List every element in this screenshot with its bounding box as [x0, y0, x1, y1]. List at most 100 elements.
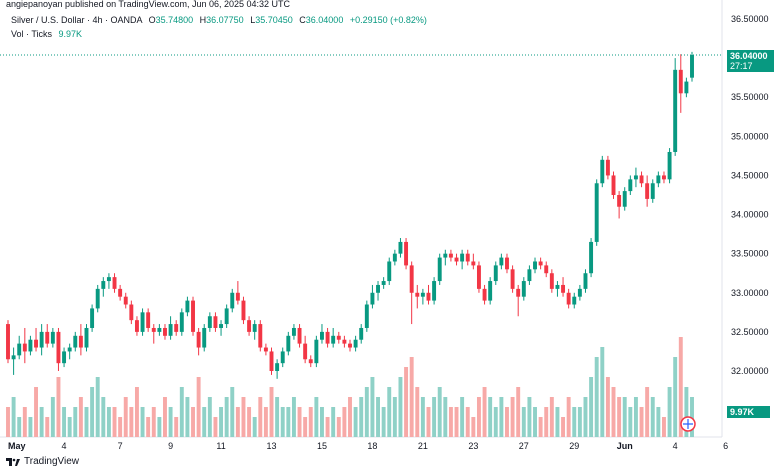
candle-body — [521, 281, 526, 297]
volume-bar — [191, 407, 195, 437]
volume-bar — [426, 407, 431, 437]
candle-body — [370, 292, 375, 305]
candle-body — [409, 265, 414, 293]
candle-body — [62, 351, 67, 364]
volume-label[interactable]: Vol · Ticks — [11, 29, 53, 39]
volume-bar — [163, 397, 167, 437]
candle-body — [662, 175, 666, 180]
volume-bar — [482, 387, 487, 437]
candle-body — [499, 257, 504, 266]
candle-body — [314, 339, 319, 364]
candle-body — [106, 277, 111, 282]
candle-body — [73, 335, 78, 348]
low-label: L — [250, 15, 256, 25]
volume-bar — [577, 407, 582, 437]
price-tick-label: 32.50000 — [731, 327, 769, 337]
candle-body — [381, 281, 386, 285]
candle-body — [656, 175, 661, 184]
volume-bar — [269, 387, 274, 437]
time-tick-label: 18 — [367, 441, 377, 451]
volume-bar — [572, 407, 577, 437]
volume-bar — [106, 407, 111, 437]
last-price-badge: 36.04000 27:17 — [727, 50, 774, 72]
candle-body — [320, 331, 324, 340]
candle-body — [572, 296, 577, 305]
volume-bar — [645, 387, 650, 437]
volume-bar — [505, 407, 509, 437]
candle-body — [454, 257, 459, 262]
volume-bar — [179, 387, 184, 437]
volume-bar — [364, 387, 369, 437]
volume-bar — [476, 397, 481, 437]
volume-bar — [392, 397, 397, 437]
volume-bar — [415, 387, 420, 437]
high-label: H — [199, 15, 207, 25]
volume-bar — [50, 397, 55, 437]
price-tick-label: 34.00000 — [731, 210, 769, 220]
time-tick-label: 9 — [168, 441, 173, 451]
publisher-line: angiepanoyan published on TradingView.co… — [6, 0, 291, 9]
volume-bar — [342, 407, 347, 437]
time-tick-label: 21 — [418, 441, 428, 451]
volume-bar — [656, 407, 661, 437]
candle-body — [157, 327, 162, 332]
candle-body — [527, 269, 532, 282]
candle-body — [460, 253, 465, 262]
high-value: 36.07750 — [206, 15, 244, 25]
volume-bar — [678, 337, 683, 437]
volume-bar — [409, 357, 414, 437]
candle-body — [420, 292, 425, 297]
candle-body — [17, 343, 22, 356]
symbol-name[interactable]: Silver / U.S. Dollar · 4h · OANDA — [11, 15, 143, 25]
volume-bar — [533, 407, 537, 437]
time-tick-label: May — [8, 441, 26, 451]
volume-bar — [398, 377, 403, 437]
volume-bar — [662, 417, 666, 437]
candle-body — [690, 54, 694, 78]
volume-bar — [633, 397, 638, 437]
candle-body — [78, 335, 83, 348]
candle-body — [398, 241, 403, 254]
volume-bar — [207, 397, 212, 437]
candle-body — [331, 335, 336, 344]
volume-bar — [690, 397, 694, 437]
volume-bar — [336, 417, 341, 437]
candle-body — [342, 339, 347, 344]
candle-body — [538, 261, 543, 266]
volume-bar — [258, 397, 263, 437]
dividend-marker-icon[interactable] — [680, 416, 696, 432]
volume-bar — [320, 407, 324, 437]
candle-body — [628, 179, 633, 192]
candle-body — [617, 195, 622, 207]
volume-bar — [22, 407, 27, 437]
candle-body — [667, 151, 672, 180]
volume-bar — [112, 407, 117, 437]
volume-bar — [230, 387, 235, 437]
time-tick-label: 4 — [62, 441, 67, 451]
volume-bar — [34, 387, 38, 437]
candle-body — [151, 327, 156, 332]
time-tick-label: 29 — [569, 441, 579, 451]
candle-body — [101, 281, 106, 289]
candle-body — [286, 335, 291, 352]
low-value: 35.70450 — [255, 15, 293, 25]
time-tick-label: 4 — [673, 441, 678, 451]
candle-body — [191, 300, 195, 332]
candle-body — [533, 261, 537, 270]
volume-bar — [123, 397, 128, 437]
candle-body — [376, 284, 380, 293]
candle-body — [28, 339, 33, 352]
candle-body — [684, 81, 689, 94]
volume-bar — [11, 397, 16, 437]
volume-bar — [90, 387, 95, 437]
volume-bar — [493, 407, 498, 437]
time-tick-label: Jun — [617, 441, 633, 451]
volume-bar — [241, 397, 246, 437]
candle-body — [443, 253, 448, 258]
volume-bar — [247, 407, 252, 437]
close-label: C — [299, 15, 306, 25]
volume-bar — [544, 407, 549, 437]
volume-bar — [213, 417, 218, 437]
volume-bar — [432, 397, 437, 437]
